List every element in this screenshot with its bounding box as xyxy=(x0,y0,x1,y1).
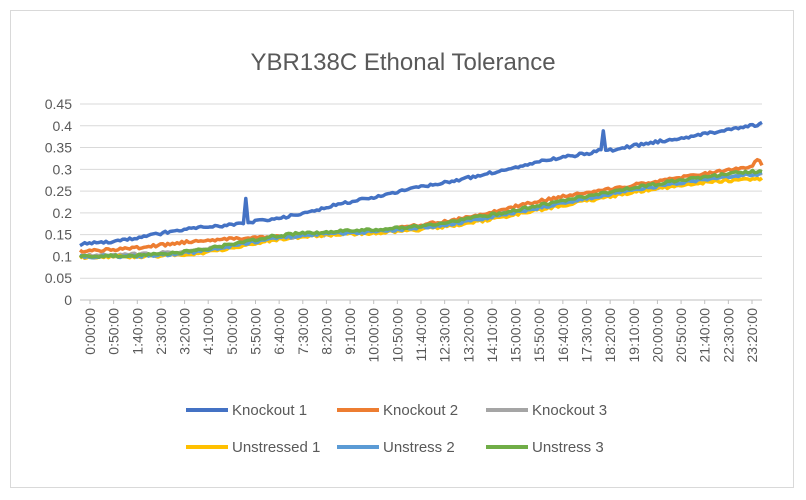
chart-title: YBR138C Ethonal Tolerance xyxy=(250,49,555,76)
x-axis: 0:00:00 0:50:00 1:40:00 2:30:00 3:20:00 4:10:… xyxy=(82,300,760,363)
series-line-2 xyxy=(78,157,764,254)
y-tick-label: 0.4 xyxy=(53,118,73,134)
x-tick-label: 5:50:00 xyxy=(248,308,264,355)
y-tick-label: 0.35 xyxy=(45,140,72,156)
x-tick-label: 19:10:00 xyxy=(626,308,642,363)
series-line-1 xyxy=(79,120,763,248)
x-tick-label: 17:30:00 xyxy=(579,308,595,363)
legend-label: Unstress 3 xyxy=(532,439,604,456)
y-tick-label: 0.1 xyxy=(53,248,73,264)
x-tick-label: 10:50:00 xyxy=(389,308,405,363)
x-tick-label: 15:50:00 xyxy=(531,308,547,363)
y-tick-label: 0.15 xyxy=(45,227,72,243)
y-tick-label: 0 xyxy=(64,292,72,308)
x-tick-label: 4:10:00 xyxy=(200,308,216,355)
legend-label: Unstressed 1 xyxy=(232,439,320,456)
y-axis: 0 0.05 0.1 0.15 0.2 0.25 0.3 0.35 0.4 0.45 xyxy=(45,96,72,308)
x-tick-label: 14:10:00 xyxy=(484,308,500,363)
y-tick-label: 0.2 xyxy=(53,205,73,221)
legend-label: Unstress 2 xyxy=(383,439,455,456)
legend: Knockout 1 Knockout 2 Knockout 3 Unstressed… xyxy=(186,402,607,456)
x-tick-label: 21:40:00 xyxy=(697,308,713,363)
gridlines xyxy=(80,103,762,301)
y-tick-label: 0.3 xyxy=(53,161,73,177)
series-lines xyxy=(78,120,764,261)
x-tick-label: 11:40:00 xyxy=(413,308,429,362)
x-tick-label: 10:00:00 xyxy=(366,308,382,363)
x-tick-label: 18:20:00 xyxy=(602,308,618,363)
x-tick-label: 20:00:00 xyxy=(649,308,665,363)
x-tick-label: 6:40:00 xyxy=(271,308,287,355)
x-tick-label: 15:00:00 xyxy=(508,308,524,363)
x-tick-label: 20:50:00 xyxy=(673,308,689,363)
x-tick-label: 23:20:00 xyxy=(744,308,760,363)
x-tick-label: 5:00:00 xyxy=(224,308,240,355)
x-tick-label: 22:30:00 xyxy=(720,308,736,363)
y-tick-label: 0.45 xyxy=(45,96,72,112)
legend-label: Knockout 3 xyxy=(532,402,607,419)
x-tick-label: 1:40:00 xyxy=(129,308,145,355)
series-line-4 xyxy=(78,176,764,261)
x-tick-label: 13:20:00 xyxy=(460,308,476,363)
legend-label: Knockout 2 xyxy=(383,402,458,419)
x-tick-label: 2:30:00 xyxy=(153,308,169,355)
x-tick-label: 9:10:00 xyxy=(342,308,358,355)
y-tick-label: 0.05 xyxy=(45,270,72,286)
legend-label: Knockout 1 xyxy=(232,402,307,419)
x-tick-label: 0:50:00 xyxy=(106,308,122,355)
x-tick-label: 0:00:00 xyxy=(82,308,98,355)
x-tick-label: 7:30:00 xyxy=(295,308,311,355)
x-tick-label: 3:20:00 xyxy=(177,308,193,355)
x-tick-label: 8:20:00 xyxy=(318,308,334,355)
x-tick-label: 16:40:00 xyxy=(555,308,571,363)
y-tick-label: 0.25 xyxy=(45,183,72,199)
x-tick-label: 12:30:00 xyxy=(437,308,453,363)
series-line-6 xyxy=(79,168,763,259)
